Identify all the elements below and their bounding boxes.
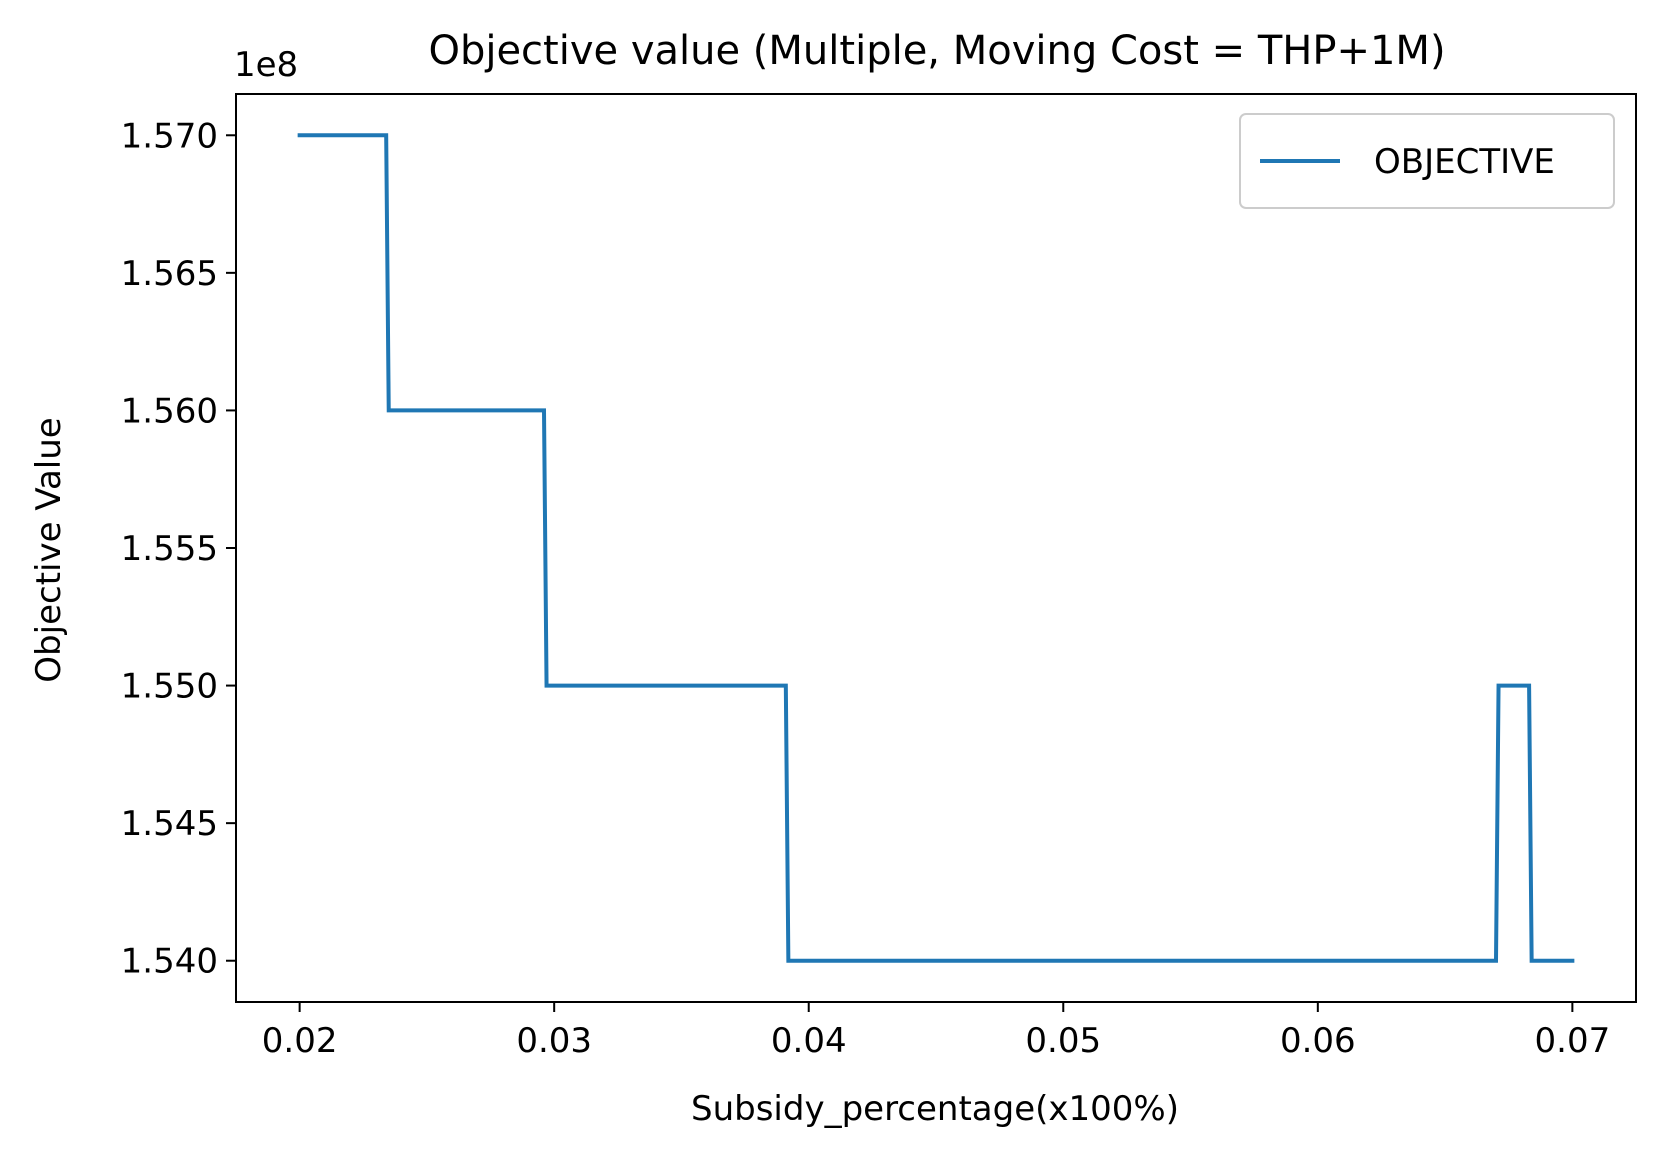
y-axis-label: Objective Value (29, 417, 69, 682)
y-tick-label: 1.570 (121, 116, 218, 156)
x-axis-label: Subsidy_percentage(x100%) (691, 1089, 1179, 1129)
chart-title: Objective value (Multiple, Moving Cost =… (428, 28, 1445, 74)
y-tick-label: 1.560 (121, 391, 218, 431)
y-axis-offset-label: 1e8 (234, 45, 298, 85)
x-tick-label: 0.06 (1280, 1021, 1356, 1061)
series-line-objective (297, 133, 1575, 963)
x-tick-label: 0.04 (771, 1021, 847, 1061)
x-tick-label: 0.02 (262, 1021, 338, 1061)
legend-box (1239, 113, 1615, 209)
x-tick-label: 0.07 (1535, 1021, 1611, 1061)
y-tick-label: 1.550 (121, 667, 218, 707)
axes-frame (235, 93, 1637, 1003)
x-tick-label: 0.03 (516, 1021, 592, 1061)
y-tick-label: 1.565 (121, 254, 218, 294)
y-tick-label: 1.555 (121, 529, 218, 569)
x-tick-label: 0.05 (1025, 1021, 1101, 1061)
legend-label: OBJECTIVE (1374, 142, 1555, 182)
y-tick-label: 1.540 (121, 942, 218, 982)
y-tick-label: 1.545 (121, 804, 218, 844)
plot-area: 0.02 0.03 0.04 0.05 0.06 0.07 1.540 1.545 1.550 1… (121, 93, 1637, 1061)
